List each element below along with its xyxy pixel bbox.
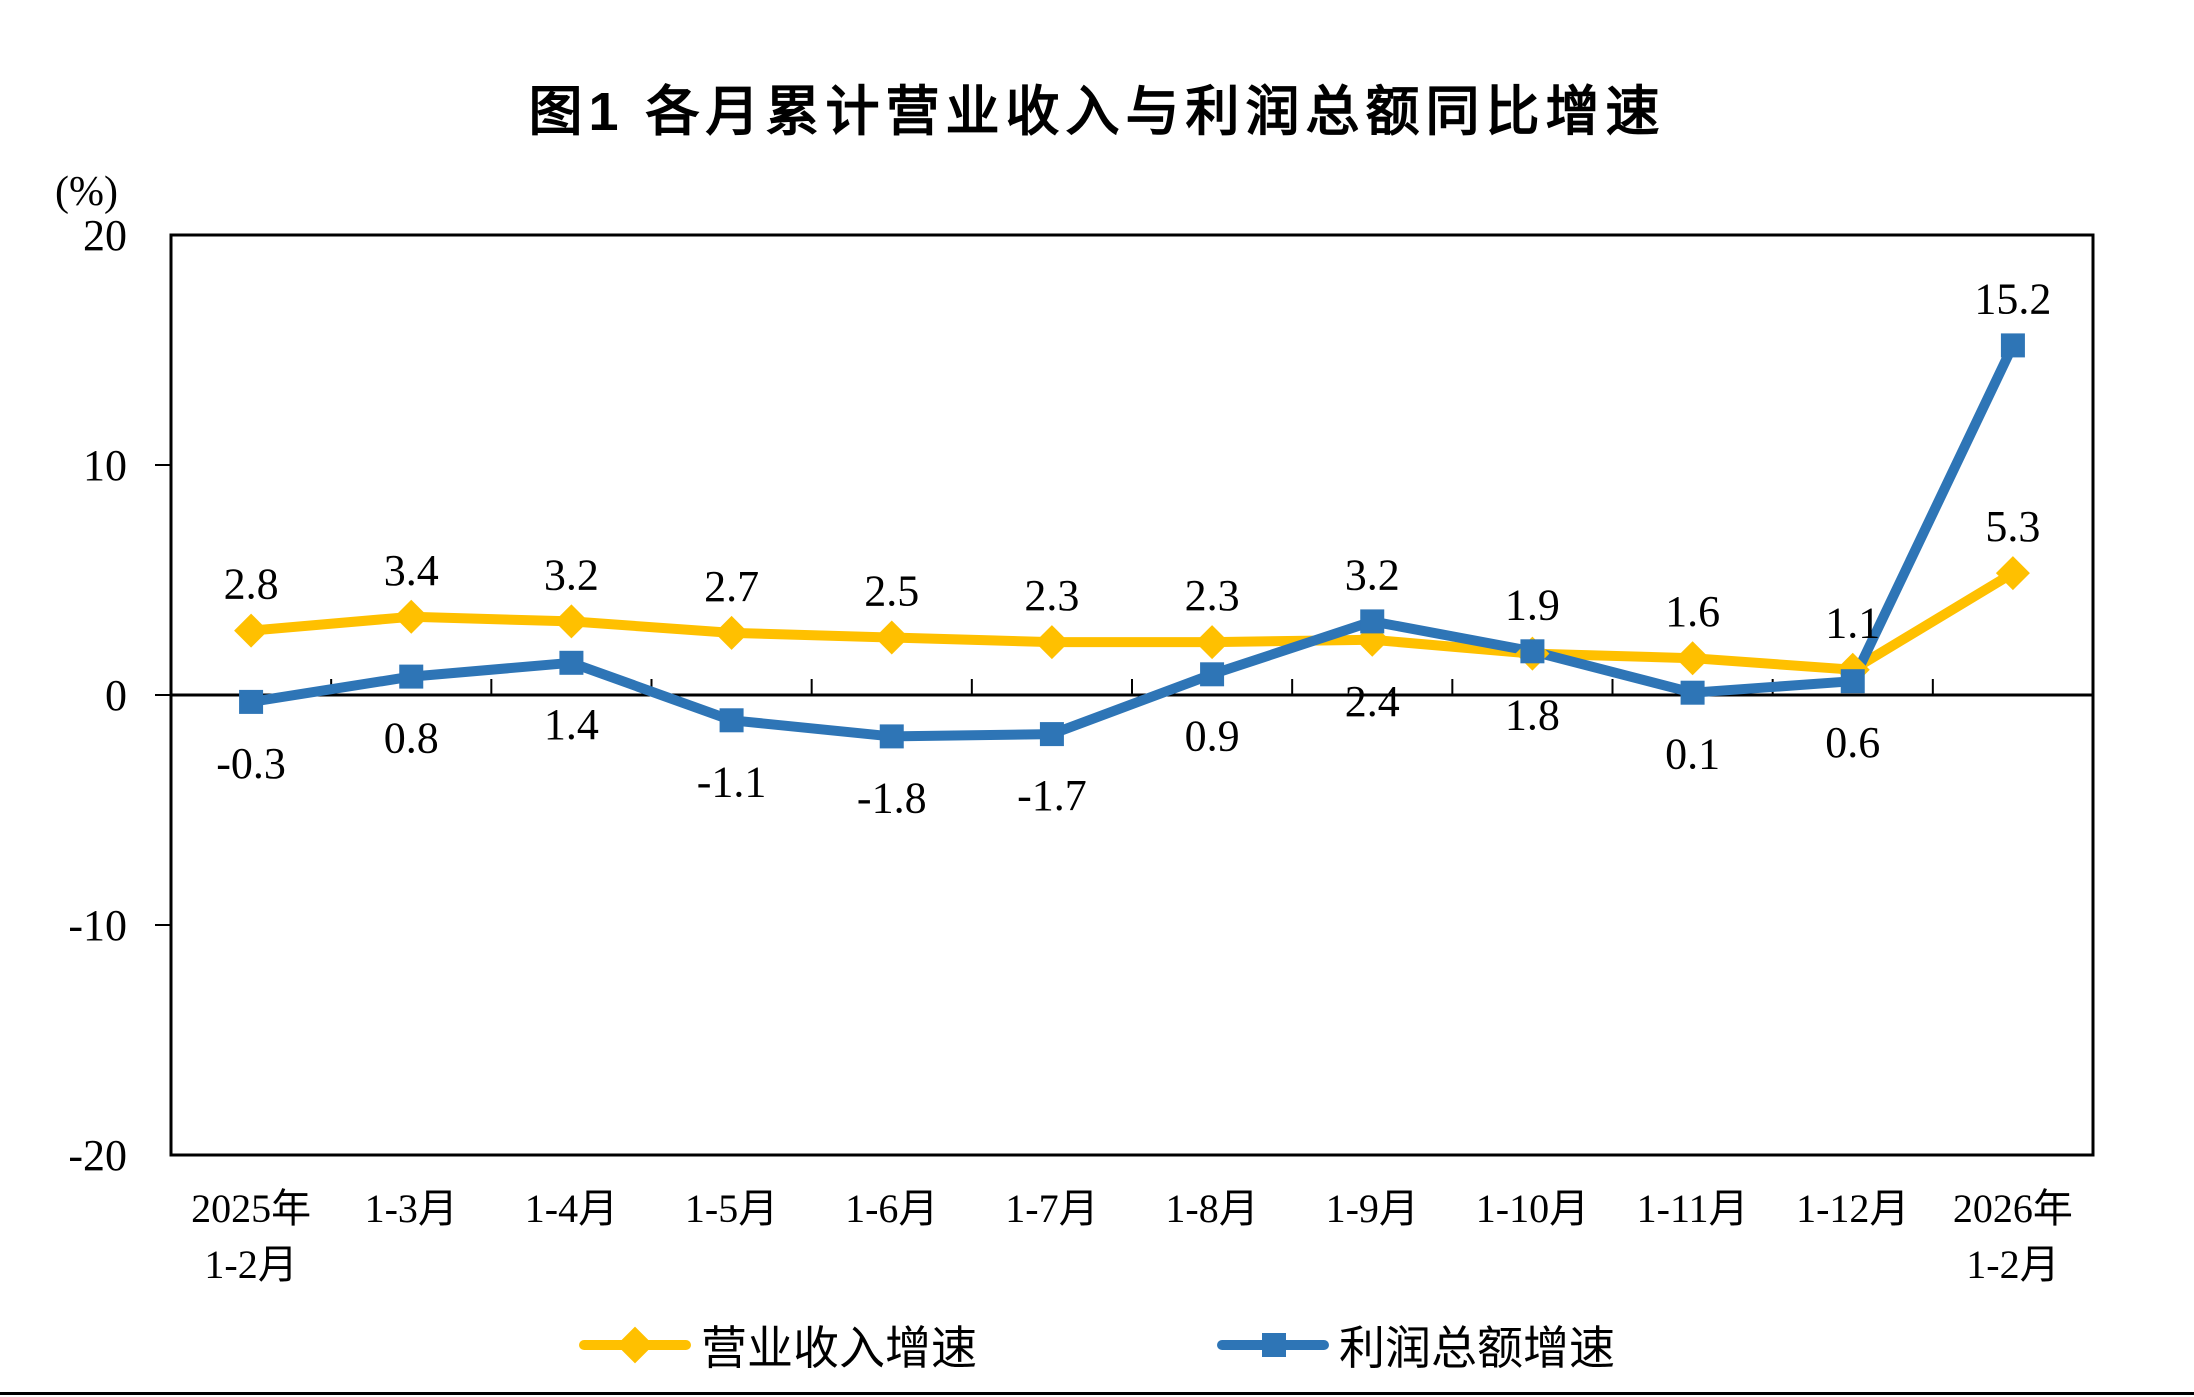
square-marker bbox=[1039, 722, 1064, 747]
x-axis-label: 1-7月 bbox=[1005, 1186, 1098, 1231]
legend-item-revenue: 营业收入增速 bbox=[579, 1312, 977, 1378]
y-axis-tick-label: 20 bbox=[83, 211, 127, 260]
data-label: 1.8 bbox=[1505, 691, 1560, 740]
data-label: 2.3 bbox=[1024, 571, 1079, 620]
square-marker bbox=[1360, 609, 1385, 634]
diamond-marker bbox=[1995, 556, 2030, 591]
x-axis-label: 1-4月 bbox=[525, 1186, 618, 1231]
x-axis-label: 1-8月 bbox=[1165, 1186, 1258, 1231]
square-marker bbox=[1840, 669, 1865, 694]
x-axis-label: 1-12月 bbox=[1796, 1186, 1909, 1231]
legend: 营业收入增速 利润总额增速 bbox=[0, 1312, 2194, 1378]
square-marker bbox=[1200, 662, 1225, 687]
x-axis-label: 1-11月 bbox=[1637, 1186, 1749, 1231]
square-marker bbox=[879, 724, 904, 749]
y-axis-unit-label: (%) bbox=[55, 169, 118, 215]
diamond-marker bbox=[394, 599, 429, 634]
square-marker bbox=[1680, 680, 1705, 705]
x-axis-label: 1-5月 bbox=[685, 1186, 778, 1231]
data-label: 0.1 bbox=[1665, 730, 1720, 779]
revenue-line-diamond-icon bbox=[579, 1326, 691, 1364]
data-label: 2.3 bbox=[1185, 571, 1240, 620]
x-axis-label: 1-2月 bbox=[204, 1242, 297, 1287]
data-label: 0.6 bbox=[1825, 718, 1880, 767]
square-marker bbox=[559, 650, 584, 675]
data-label: -1.1 bbox=[697, 757, 767, 806]
legend-label-revenue: 营业收入增速 bbox=[701, 1323, 977, 1374]
x-axis-label: 1-10月 bbox=[1476, 1186, 1589, 1231]
x-axis-label: 1-9月 bbox=[1326, 1186, 1419, 1231]
data-label: 2.4 bbox=[1345, 677, 1400, 726]
square-marker bbox=[2000, 333, 2025, 358]
square-marker bbox=[1520, 639, 1545, 664]
data-label: 1.1 bbox=[1825, 599, 1880, 648]
diamond-marker bbox=[1034, 625, 1069, 660]
x-axis-label: 2026年 bbox=[1953, 1186, 2073, 1231]
diamond-marker bbox=[554, 604, 589, 639]
x-axis-label: 1-3月 bbox=[365, 1186, 458, 1231]
bottom-border-rule bbox=[0, 1392, 2194, 1395]
data-label: 0.9 bbox=[1185, 711, 1240, 760]
x-axis-label: 1-6月 bbox=[845, 1186, 938, 1231]
data-label: 2.7 bbox=[704, 562, 759, 611]
diamond-marker bbox=[714, 615, 749, 650]
data-label: 15.2 bbox=[1974, 274, 2051, 323]
data-label: 2.8 bbox=[224, 560, 279, 609]
diamond-marker bbox=[1675, 641, 1710, 676]
y-axis-tick-label: -10 bbox=[68, 901, 127, 950]
series-line-0 bbox=[246, 568, 2018, 675]
square-marker bbox=[399, 664, 424, 689]
data-label: 1.4 bbox=[544, 700, 599, 749]
y-axis-tick-label: 10 bbox=[83, 441, 127, 490]
x-axis-label: 2025年 bbox=[191, 1186, 311, 1231]
diamond-marker bbox=[874, 620, 909, 655]
data-label: 1.9 bbox=[1505, 580, 1560, 629]
data-label: 3.4 bbox=[384, 546, 439, 595]
diamond-marker bbox=[234, 613, 269, 648]
data-label: 3.2 bbox=[544, 550, 599, 599]
diamond-marker-icon bbox=[616, 1326, 654, 1364]
x-axis-label: 1-2月 bbox=[1966, 1242, 2059, 1287]
data-label: 3.2 bbox=[1345, 550, 1400, 599]
series-line-1 bbox=[246, 340, 2018, 742]
chart-title: 图1 各月累计营业收入与利润总额同比增速 bbox=[528, 82, 1666, 142]
data-label: -0.3 bbox=[216, 739, 286, 788]
square-marker bbox=[719, 708, 744, 733]
diamond-marker bbox=[1195, 625, 1230, 660]
data-label: 2.5 bbox=[864, 567, 919, 616]
legend-label-profit: 利润总额增速 bbox=[1339, 1323, 1615, 1374]
square-marker-icon bbox=[1262, 1333, 1286, 1357]
y-axis-tick-label: 0 bbox=[105, 671, 127, 720]
legend-item-profit: 利润总额增速 bbox=[1217, 1312, 1615, 1378]
profit-line-square-icon bbox=[1217, 1333, 1329, 1357]
data-label: 1.6 bbox=[1665, 587, 1720, 636]
y-axis-tick-label: -20 bbox=[68, 1131, 127, 1180]
data-label: -1.8 bbox=[857, 773, 927, 822]
data-label: 0.8 bbox=[384, 714, 439, 763]
data-label: 5.3 bbox=[1985, 502, 2040, 551]
data-label: -1.7 bbox=[1017, 771, 1087, 820]
square-marker bbox=[239, 689, 264, 714]
